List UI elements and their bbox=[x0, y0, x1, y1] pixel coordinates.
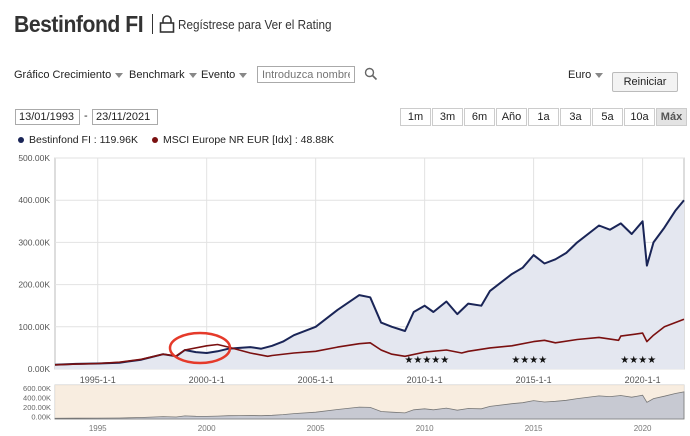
range-button[interactable]: Año bbox=[496, 108, 527, 126]
chevron-down-icon bbox=[188, 72, 197, 78]
fund-header: Bestinfond FI Regístrese para Ver el Rat… bbox=[14, 8, 349, 40]
range-button[interactable]: 10a bbox=[624, 108, 655, 126]
legend-label: MSCI Europe NR EUR [Idx] : 48.88K bbox=[162, 134, 334, 146]
navigator-y-label: 200.00K bbox=[23, 403, 51, 412]
x-tick-label: 2015-1-1 bbox=[516, 375, 552, 385]
search-input[interactable] bbox=[257, 66, 355, 83]
benchmark-series-line bbox=[54, 318, 685, 366]
chevron-down-icon bbox=[239, 72, 248, 78]
benchmark-label: Benchmark bbox=[129, 69, 185, 81]
range-button[interactable]: Máx bbox=[656, 108, 687, 126]
navigator-x-label: 2000 bbox=[198, 424, 216, 433]
star-rating-marker: ★★★★★ bbox=[404, 355, 449, 366]
currency-label: Euro bbox=[568, 69, 592, 81]
star-rating-marker: ★★★★ bbox=[620, 355, 656, 366]
reset-button[interactable]: Reiniciar bbox=[612, 72, 678, 92]
range-button[interactable]: 1m bbox=[400, 108, 431, 126]
range-button[interactable]: 1a bbox=[528, 108, 559, 126]
event-dropdown[interactable]: Evento bbox=[201, 69, 248, 81]
legend-item[interactable]: MSCI Europe NR EUR [Idx] : 48.88K bbox=[151, 134, 334, 146]
navigator-y-label: 600.00K bbox=[23, 384, 51, 393]
y-tick-label: 100.00K bbox=[18, 322, 50, 332]
legend-label: Bestinfond FI : 119.96K bbox=[29, 134, 138, 146]
navigator-x-label: 2010 bbox=[416, 424, 434, 433]
range-buttons: 1m 3m 6m Año 1a 3a 5a 10a Máx bbox=[400, 108, 688, 126]
search-icon[interactable] bbox=[364, 67, 378, 81]
legend-marker bbox=[18, 137, 24, 143]
range-button[interactable]: 6m bbox=[464, 108, 495, 126]
y-tick-label: 300.00K bbox=[18, 237, 50, 247]
y-tick-label: 500.00K bbox=[18, 153, 50, 163]
navigator-x-label: 1995 bbox=[89, 424, 107, 433]
navigator-y-label: 400.00K bbox=[23, 394, 51, 403]
x-tick-label: 2020-1-1 bbox=[625, 375, 661, 385]
register-rating-link[interactable]: Regístrese para Ver el Rating bbox=[178, 16, 332, 32]
x-tick-label: 2005-1-1 bbox=[298, 375, 334, 385]
navigator-series bbox=[54, 391, 685, 420]
x-tick-label: 1995-1-1 bbox=[80, 375, 116, 385]
currency-dropdown[interactable]: Euro bbox=[568, 69, 604, 81]
navigator-x-label: 2020 bbox=[634, 424, 652, 433]
event-label: Evento bbox=[201, 69, 236, 81]
end-date-input[interactable]: 23/11/2021 bbox=[92, 109, 158, 125]
legend-item[interactable]: Bestinfond FI : 119.96K bbox=[18, 134, 138, 146]
x-tick-label: 2000-1-1 bbox=[189, 375, 225, 385]
chevron-down-icon bbox=[115, 72, 124, 78]
lock-icon bbox=[160, 15, 175, 33]
star-rating-marker: ★★★★ bbox=[511, 355, 547, 366]
y-tick-label: 200.00K bbox=[18, 280, 50, 290]
date-range-separator: - bbox=[84, 110, 88, 122]
legend-marker bbox=[151, 137, 158, 143]
chart-legend: Bestinfond FI : 119.96K MSCI Europe NR EU… bbox=[18, 134, 334, 146]
chevron-down-icon bbox=[595, 72, 604, 78]
growth-chart-label: Gráfico Crecimiento bbox=[14, 69, 112, 81]
navigator-x-label: 2005 bbox=[307, 424, 325, 433]
fund-series-line bbox=[54, 199, 685, 366]
chart-toolbar: Gráfico Crecimiento Benchmark Evento Eur… bbox=[14, 66, 678, 92]
range-button[interactable]: 3m bbox=[432, 108, 463, 126]
highlight-circle bbox=[168, 331, 232, 365]
fund-area-fill bbox=[55, 200, 684, 369]
navigator-y-label: 0.00K bbox=[31, 413, 51, 422]
fund-title: Bestinfond FI bbox=[14, 10, 144, 37]
growth-chart-dropdown[interactable]: Gráfico Crecimiento bbox=[14, 69, 124, 81]
y-tick-label: 0.00K bbox=[28, 364, 51, 374]
y-tick-label: 400.00K bbox=[18, 195, 50, 205]
range-button[interactable]: 5a bbox=[592, 108, 623, 126]
x-tick-label: 2010-1-1 bbox=[407, 375, 443, 385]
range-button[interactable]: 3a bbox=[560, 108, 591, 126]
navigator-x-label: 2015 bbox=[525, 424, 543, 433]
benchmark-dropdown[interactable]: Benchmark bbox=[129, 69, 197, 81]
start-date-input[interactable]: 13/01/1993 bbox=[15, 109, 80, 125]
title-divider bbox=[152, 14, 154, 34]
